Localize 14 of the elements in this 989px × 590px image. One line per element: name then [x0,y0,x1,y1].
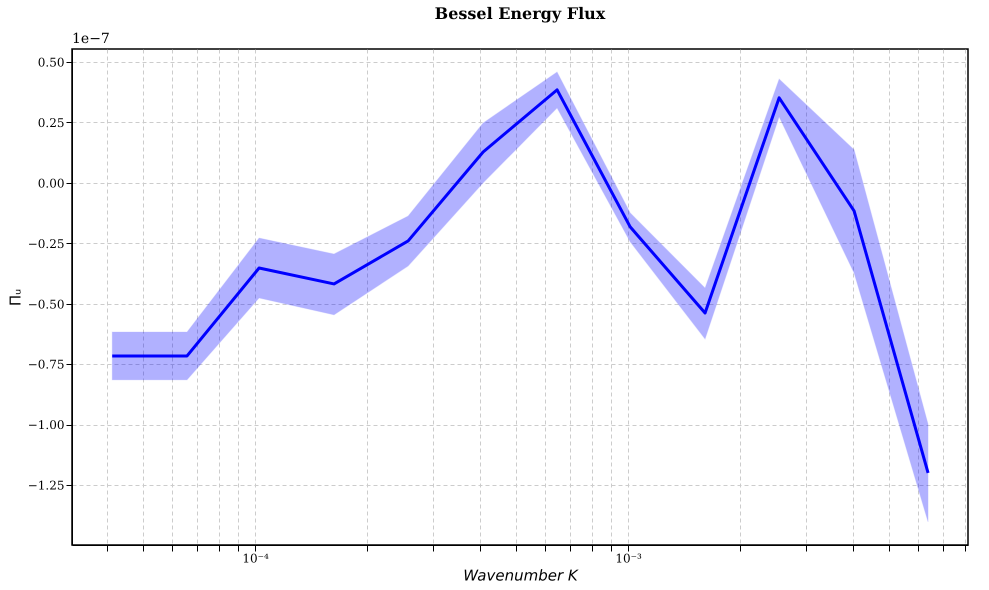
y-tick-label: −1.00 [28,418,64,432]
text: 1e−7 [72,31,110,47]
chart-title: Bessel Energy Flux [434,4,606,23]
y-tick-label: −0.75 [28,358,64,372]
y-tick-label: −0.25 [28,236,64,251]
y-tick-label: 0.50 [38,56,64,70]
y-tick-label: −0.50 [28,297,64,312]
y-tick-label: 0.25 [38,116,64,130]
x-tick-label: 10⁻³ [615,552,642,566]
x-tick-label: 10⁻⁴ [242,552,269,566]
y-tick-label: −1.25 [28,478,64,493]
y-axis-title: Πᵤ [6,288,25,306]
x-axis-title: Wavenumber K [463,566,579,584]
y-tick-label: 0.00 [38,176,64,190]
